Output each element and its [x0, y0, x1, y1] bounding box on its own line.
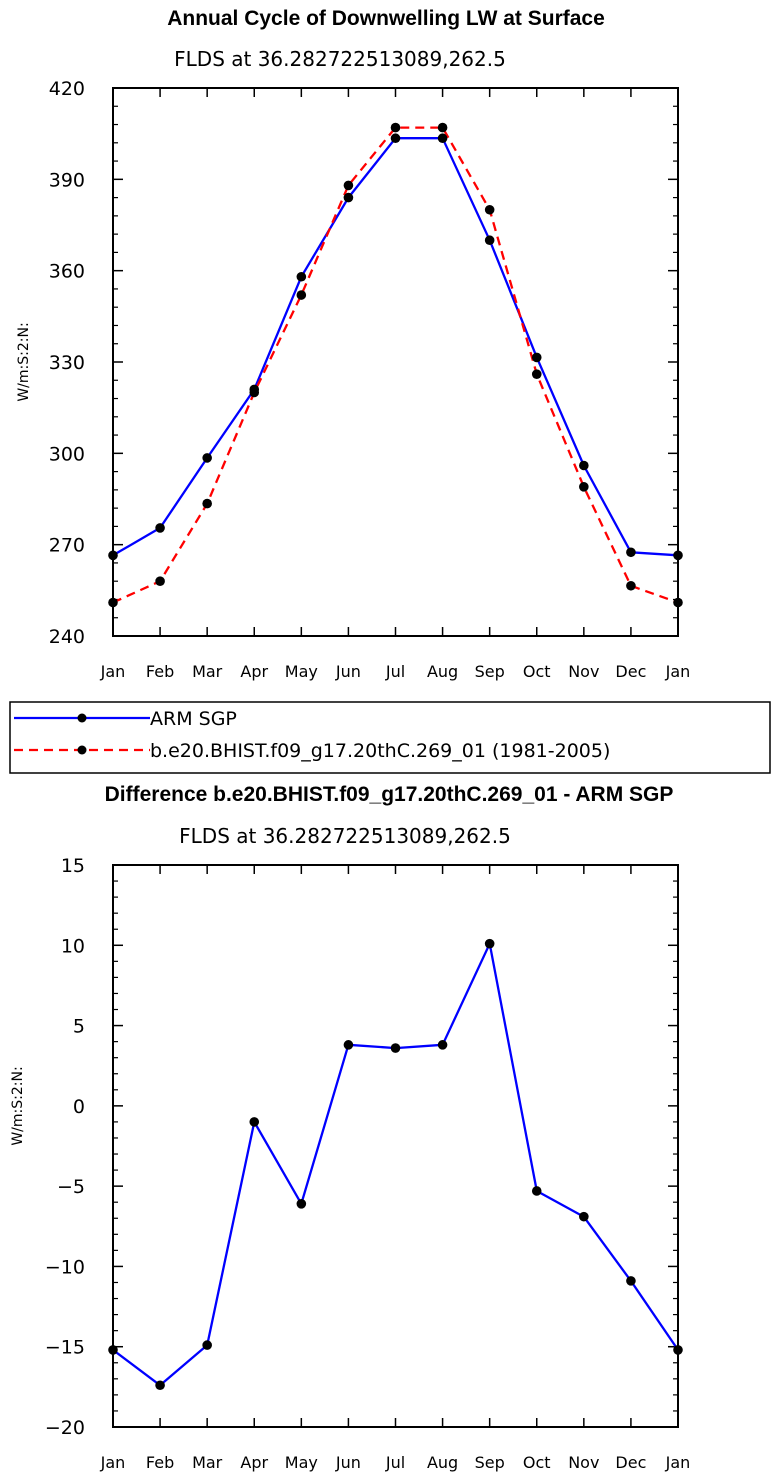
x-tick-label: Sep	[475, 1453, 505, 1472]
legend-label: ARM SGP	[150, 708, 237, 730]
x-tick-label: Jan	[665, 662, 691, 681]
data-point	[626, 1276, 636, 1286]
chart-subtitle: FLDS at 36.282722513089,262.5	[174, 47, 506, 71]
legend-label: b.e20.BHIST.f09_g17.20thC.269_01 (1981-2…	[150, 740, 610, 762]
x-tick-label: Nov	[568, 662, 599, 681]
data-point	[531, 352, 542, 363]
x-tick-label: Oct	[523, 1453, 551, 1472]
data-point	[249, 387, 260, 398]
x-tick-label: Mar	[192, 662, 223, 681]
y-tick-label: −20	[45, 1417, 85, 1439]
y-tick-label: 390	[49, 169, 85, 191]
annual-cycle-chart: Annual Cycle of Downwelling LW at Surfac…	[16, 7, 690, 681]
x-tick-label: May	[285, 662, 318, 681]
data-point	[343, 1040, 354, 1050]
y-tick-label: −5	[57, 1176, 85, 1198]
difference-chart: Difference b.e20.BHIST.f09_g17.20thC.269…	[10, 783, 690, 1472]
y-tick-label: 360	[49, 261, 85, 283]
x-tick-label: Dec	[615, 662, 646, 681]
y-tick-label: 15	[61, 855, 85, 877]
x-tick-label: Apr	[240, 1453, 268, 1472]
y-tick-label: 5	[73, 1016, 85, 1038]
x-tick-label: Dec	[615, 1453, 646, 1472]
series-line	[112, 942, 679, 1387]
x-tick-label: Mar	[192, 1453, 223, 1472]
data-point	[484, 235, 495, 246]
legend-entry-arm-sgp: ARM SGP	[14, 708, 237, 730]
y-tick-label: 300	[49, 443, 85, 465]
y-tick-label: −10	[45, 1256, 85, 1278]
x-tick-label: Nov	[568, 1453, 599, 1472]
x-tick-label: Apr	[240, 662, 268, 681]
plot-frame	[112, 87, 679, 637]
x-tick-label: Oct	[523, 662, 551, 681]
data-point	[390, 1043, 401, 1053]
x-tick-label: Jan	[665, 1453, 691, 1472]
x-tick-label: Jul	[385, 1453, 405, 1472]
data-point	[626, 580, 636, 591]
data-point	[296, 1199, 307, 1209]
x-tick-label: Aug	[427, 1453, 458, 1472]
data-point	[579, 460, 589, 471]
chart-subtitle: FLDS at 36.282722513089,262.5	[179, 824, 511, 848]
data-point	[155, 1380, 165, 1391]
legend-entry-model: b.e20.BHIST.f09_g17.20thC.269_01 (1981-2…	[14, 740, 610, 762]
data-point	[343, 180, 354, 191]
y-tick-label: 270	[49, 535, 85, 557]
y-tick-label: 0	[73, 1096, 85, 1118]
legend-box	[9, 701, 771, 774]
series-line	[112, 137, 679, 557]
x-tick-label: Jun	[335, 662, 361, 681]
data-point	[202, 498, 212, 509]
data-point	[155, 576, 165, 586]
data-point	[202, 453, 212, 463]
y-tick-label: −15	[45, 1337, 85, 1359]
x-tick-label: Feb	[146, 662, 174, 681]
data-point	[343, 192, 354, 203]
data-point	[579, 1211, 589, 1222]
x-tick-label: Jul	[385, 662, 405, 681]
legend: ARM SGP b.e20.BHIST.f09_g17.20thC.269_01…	[9, 701, 771, 774]
x-tick-label: Aug	[427, 662, 458, 681]
y-tick-label: 420	[49, 78, 85, 100]
y-axis-label: W/m:S:2:N:	[16, 322, 32, 401]
data-point	[155, 523, 165, 533]
data-point	[296, 290, 307, 300]
plot-frame	[112, 864, 679, 1428]
legend-marker-arm-sgp	[77, 713, 87, 723]
data-point	[390, 133, 401, 144]
x-tick-label: Jan	[100, 1453, 126, 1472]
data-point	[626, 547, 636, 558]
data-point	[531, 1186, 542, 1196]
chart-title: Difference b.e20.BHIST.f09_g17.20thC.269…	[105, 783, 674, 806]
data-point	[249, 1117, 260, 1127]
data-point	[437, 133, 448, 144]
x-tick-label: Jan	[100, 662, 126, 681]
data-point	[296, 271, 307, 282]
data-point	[437, 122, 448, 133]
data-point	[437, 1040, 448, 1050]
y-tick-label: 240	[49, 626, 85, 648]
y-axis-label: W/m:S:2:N:	[10, 1066, 26, 1145]
y-tick-label: 10	[61, 935, 85, 957]
data-point	[484, 204, 495, 215]
data-point	[390, 122, 401, 133]
chart-title: Annual Cycle of Downwelling LW at Surfac…	[167, 7, 605, 30]
x-tick-label: Feb	[146, 1453, 174, 1472]
data-point	[202, 1340, 212, 1350]
series-line	[112, 126, 679, 604]
x-tick-label: Sep	[475, 662, 505, 681]
y-tick-label: 330	[49, 352, 85, 374]
data-point	[579, 482, 589, 492]
data-point	[531, 369, 542, 379]
x-tick-label: May	[285, 1453, 318, 1472]
x-tick-label: Jun	[335, 1453, 361, 1472]
data-point	[484, 938, 495, 949]
legend-marker-model	[77, 745, 87, 755]
